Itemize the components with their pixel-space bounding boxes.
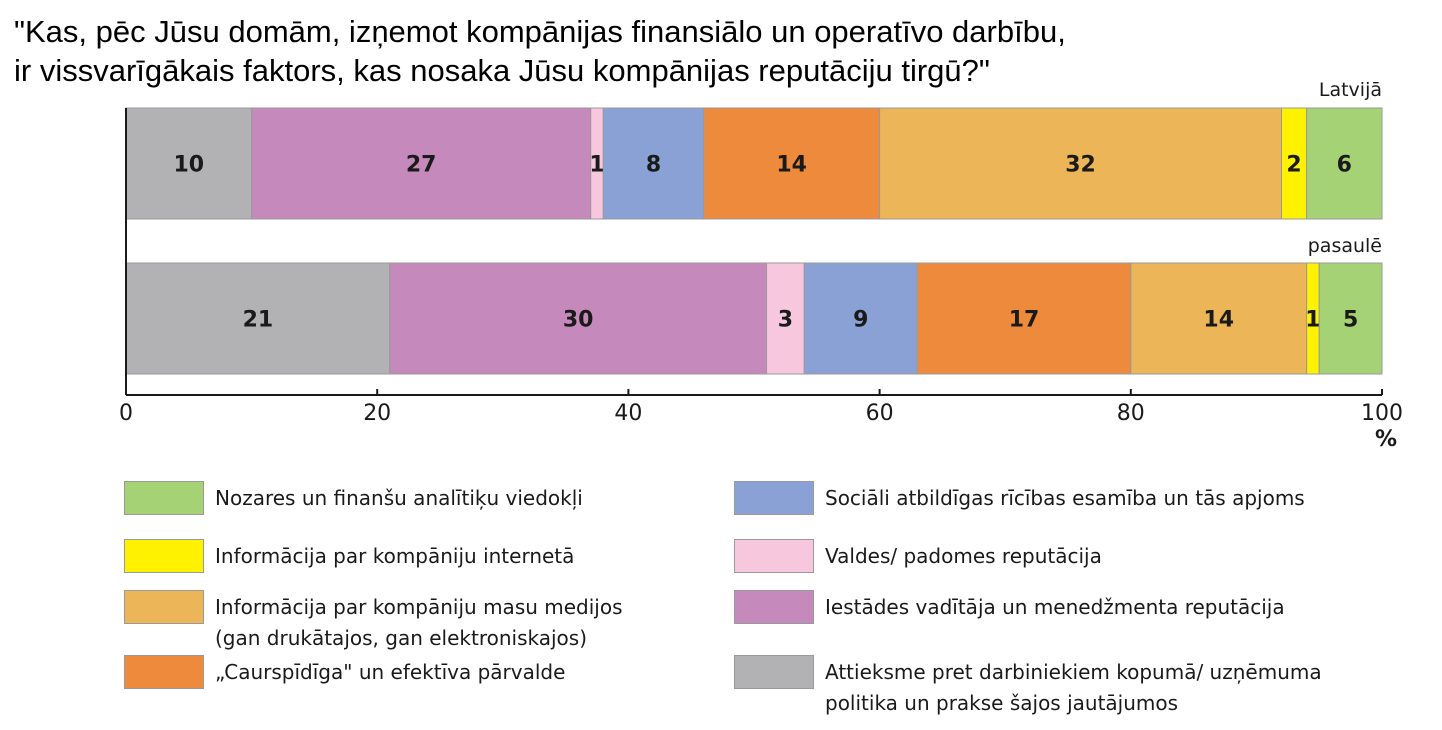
legend-item: Nozares un finanšu analītiķu viedokļi	[124, 481, 583, 515]
bar-segment	[766, 262, 805, 375]
legend-label: Attieksme pret darbiniekiem kopumā/ uzņē…	[825, 660, 1322, 715]
x-tick-label: 60	[866, 401, 894, 426]
bar-segment	[389, 262, 768, 375]
bar-value-label: 14	[776, 153, 807, 178]
x-tick-label: 80	[1117, 401, 1145, 426]
bar-value-label: 32	[1065, 153, 1096, 178]
bar-value-label: 2	[1286, 153, 1301, 178]
bar-value-label: 10	[173, 153, 204, 178]
bar-segment	[1130, 262, 1308, 375]
bar-value-label: 21	[243, 308, 274, 333]
bar-value-label: 9	[853, 308, 868, 333]
legend-label: Valdes/ padomes reputācija	[825, 544, 1102, 568]
bar-value-label: 17	[1009, 308, 1040, 333]
x-tick-label: 40	[614, 401, 642, 426]
row-label: Latvijā	[1319, 79, 1382, 101]
x-axis-unit-label: %	[1375, 427, 1397, 452]
bar-value-label: 14	[1203, 308, 1234, 333]
legend-swatch	[734, 655, 814, 689]
bar-segment	[879, 107, 1283, 220]
legend-swatch	[124, 590, 204, 624]
bar-value-label: 6	[1337, 153, 1352, 178]
legend-swatch	[734, 481, 814, 515]
legend-swatch	[734, 539, 814, 573]
legend-swatch	[124, 481, 204, 515]
bar-segment	[703, 107, 881, 220]
legend-item: „Caurspīdīga" un efektīva pārvalde	[124, 655, 565, 689]
x-tick-label: 20	[363, 401, 391, 426]
legend-label: Informācija par kompāniju internetā	[215, 544, 575, 568]
legend-label: „Caurspīdīga" un efektīva pārvalde	[215, 660, 566, 684]
bar-value-label: 8	[646, 153, 661, 178]
bar-segment	[1318, 262, 1383, 375]
legend-item: Iestādes vadītāja un menedžmenta reputāc…	[734, 590, 1285, 624]
bar-segment	[1306, 107, 1383, 220]
bar-value-label: 3	[778, 308, 793, 333]
bar-value-label: 1	[1305, 308, 1320, 333]
bar-value-label: 27	[406, 153, 437, 178]
legend-label: Sociāli atbildīgas rīcības esamība un tā…	[825, 486, 1305, 510]
bar-segment	[125, 262, 391, 375]
legend-item: Valdes/ padomes reputācija	[734, 539, 1102, 573]
bar-value-label: 30	[563, 308, 594, 333]
legend-label: Nozares un finanšu analītiķu viedokļi	[215, 486, 583, 510]
bar-value-label: 5	[1343, 308, 1358, 333]
bar-value-label: 1	[589, 153, 604, 178]
legend-label: Informācija par kompāniju masu medijos (…	[215, 595, 623, 650]
legend-label: Iestādes vadītāja un menedžmenta reputāc…	[825, 595, 1285, 619]
legend-swatch	[734, 590, 814, 624]
chart-title-line-2: ir vissvarīgākais faktors, kas nosaka Jū…	[14, 53, 990, 88]
x-tick-label: 100	[1361, 401, 1403, 426]
legend-item: Informācija par kompāniju masu medijos (…	[124, 590, 623, 654]
row-label: pasaulē	[1308, 235, 1382, 257]
legend-item: Sociāli atbildīgas rīcības esamība un tā…	[734, 481, 1305, 515]
legend-item: Attieksme pret darbiniekiem kopumā/ uzņē…	[734, 655, 1322, 719]
legend-item: Informācija par kompāniju internetā	[124, 539, 574, 573]
chart-title: "Kas, pēc Jūsu domām, izņemot kompānijas…	[14, 12, 1394, 90]
bar-segment	[1281, 107, 1308, 220]
chart-title-line-1: "Kas, pēc Jūsu domām, izņemot kompānijas…	[14, 14, 1066, 49]
bar-segment	[803, 262, 918, 375]
x-tick-label: 0	[119, 401, 133, 426]
legend-swatch	[124, 539, 204, 573]
bar-segment	[125, 107, 253, 220]
bar-segment	[602, 107, 705, 220]
legend-swatch	[124, 655, 204, 689]
